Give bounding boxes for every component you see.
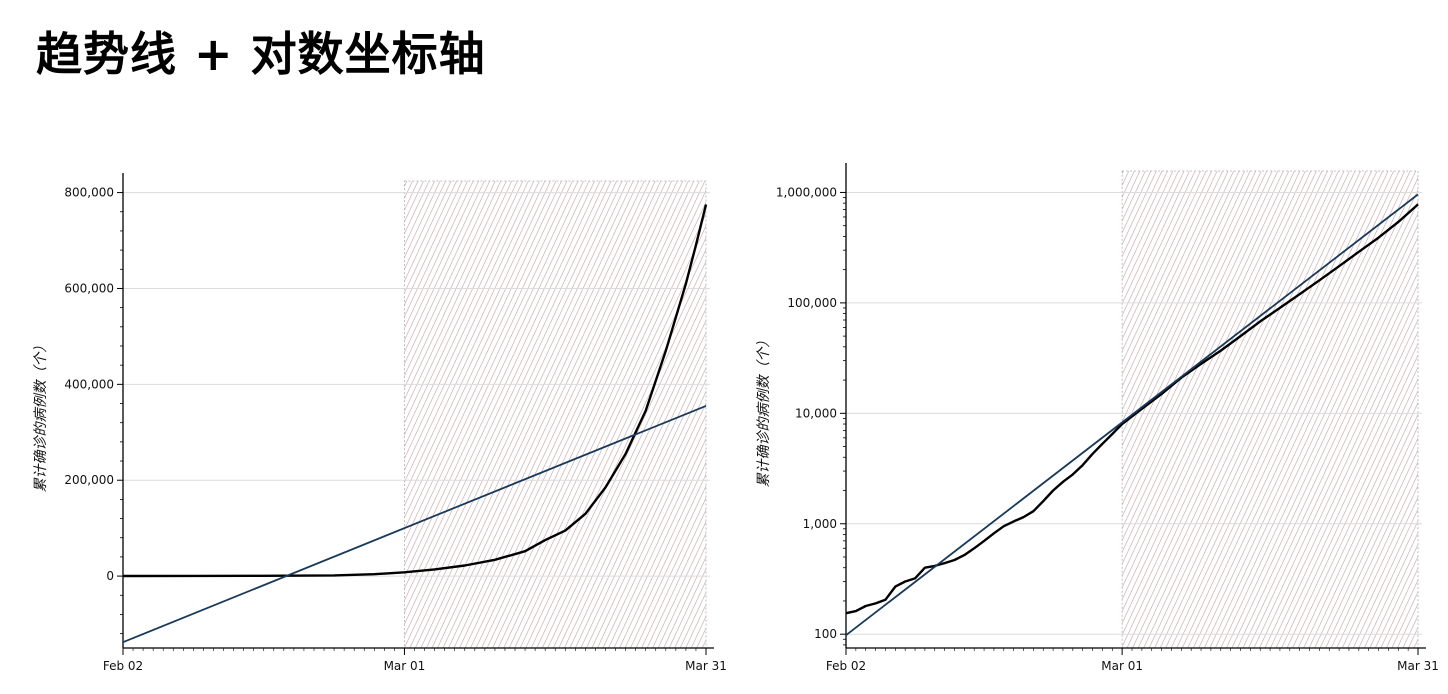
- y-tick-label: 10,000: [795, 406, 837, 420]
- x-tick-label: Mar 31: [1397, 659, 1439, 673]
- y-tick-label: 400,000: [64, 377, 114, 391]
- y-axis-title: 累计确诊的病例数（个）: [33, 339, 49, 493]
- case-count-line: [845, 203, 1419, 615]
- y-tick-label: 1,000: [803, 517, 837, 531]
- y-axis-title: 累计确诊的病例数（个）: [756, 334, 772, 488]
- shaded-period: [404, 180, 707, 649]
- x-tick-label: Feb 02: [103, 659, 143, 673]
- y-tick-label: 0: [106, 569, 114, 583]
- y-tick-label: 100: [814, 627, 837, 641]
- case-count-line: [122, 204, 708, 578]
- y-tick-label: 100,000: [787, 296, 837, 310]
- y-tick-label: 200,000: [64, 473, 114, 487]
- x-tick-label: Mar 31: [685, 659, 727, 673]
- linear-scale-chart: 0 200,000 400,000 600,000 800,000 Feb 02 Mar 0…: [33, 173, 727, 673]
- x-tick-label: Mar 01: [384, 659, 426, 673]
- y-tick-label: 1,000,000: [776, 185, 837, 199]
- slide-title: 趋势线 + 对数坐标轴: [36, 27, 486, 81]
- x-tick-label: Mar 01: [1101, 659, 1143, 673]
- x-tick-label: Feb 02: [826, 659, 866, 673]
- y-tick-label: 800,000: [64, 186, 114, 200]
- trend-line: [845, 193, 1419, 636]
- trend-line: [122, 405, 707, 644]
- y-tick-label: 600,000: [64, 281, 114, 295]
- shaded-period: [1121, 170, 1419, 649]
